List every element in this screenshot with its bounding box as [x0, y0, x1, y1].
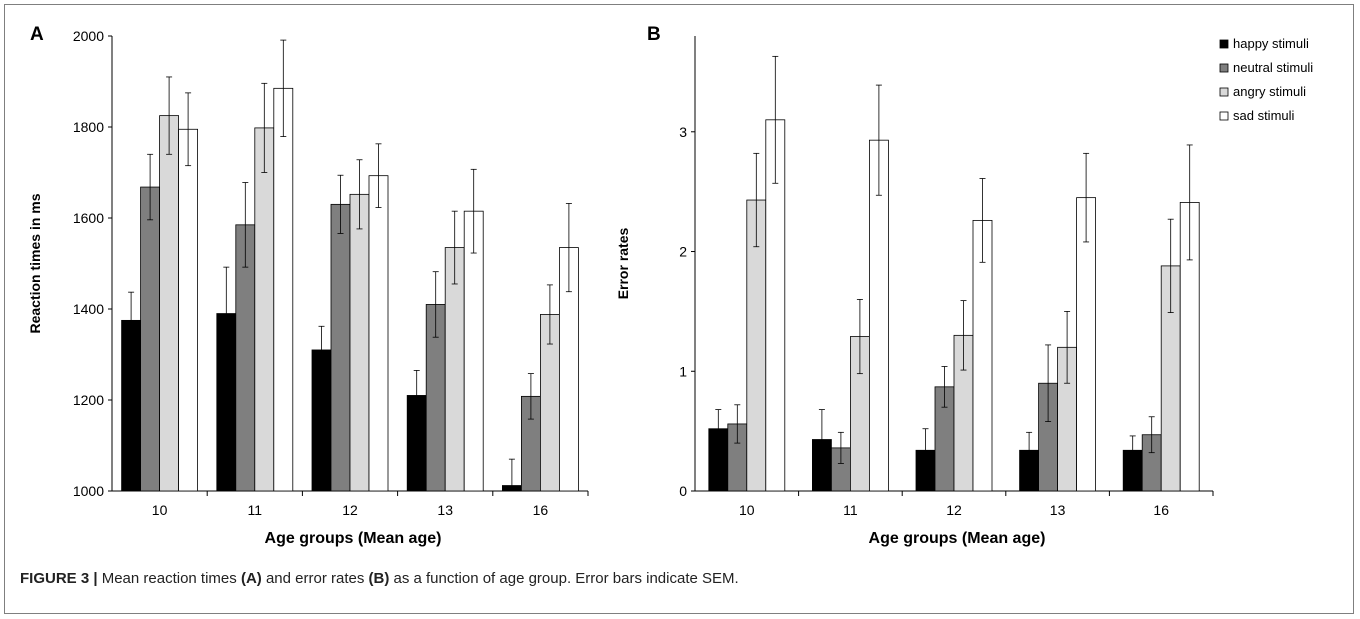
- legend-swatch-angry-stimuli: [1219, 87, 1229, 97]
- panel-b-y-tick-label: 0: [679, 483, 687, 499]
- panel-b-x-label: Age groups (Mean age): [869, 530, 1046, 547]
- legend-swatch-happy-stimuli: [1219, 39, 1229, 49]
- panel-a-chart: A 1000 1200 1400 1600 1800 2000 Reaction times …: [27, 24, 589, 547]
- panel-b-x-tick-label: 11: [843, 502, 858, 518]
- caption-text-2: and error rates: [261, 570, 369, 587]
- figure-caption: FIGURE 3 | Mean reaction times (A) and e…: [20, 570, 739, 587]
- panel-a-x-tick-label: 16: [533, 502, 549, 518]
- panel-a-y-tick-label: 1600: [73, 210, 104, 226]
- caption-text-1: Mean reaction times: [97, 570, 241, 587]
- figure-frame: [4, 4, 1354, 614]
- caption-figure-label: FIGURE 3 |: [20, 570, 98, 587]
- panel-b-letter: B: [647, 24, 661, 45]
- panel-b-x-tick-label: 13: [1050, 502, 1066, 518]
- panel-b-x-tick-label: 10: [739, 502, 755, 518]
- panel-a-x-tick-label: 12: [342, 502, 358, 518]
- panel-a-y-tick-label: 1800: [73, 119, 104, 135]
- panel-a-bar-sad-stimuli-10: [178, 128, 199, 492]
- legend: happy stimuli neutral stimuli angry stimul…: [1219, 36, 1313, 123]
- panel-a-x-tick-label: 10: [152, 502, 168, 518]
- caption-ref-b: (B): [368, 570, 390, 587]
- panel-a-bar-angry-stimuli-10: [159, 115, 180, 492]
- legend-label-angry-stimuli: angry stimuli: [1233, 84, 1306, 99]
- panel-a-bar-angry-stimuli-11: [254, 127, 275, 492]
- panel-a-x-tick-label: 13: [437, 502, 453, 518]
- panel-a-letter: A: [30, 24, 44, 45]
- panel-b-y-tick-label: 2: [679, 244, 687, 260]
- panel-b-y-label: Error rates: [615, 227, 631, 299]
- panel-a-bar-sad-stimuli-12: [368, 175, 389, 492]
- figure-charts: A 1000 1200 1400 1600 1800 2000 Reaction times …: [27, 24, 1313, 547]
- legend-swatch-sad-stimuli: [1219, 111, 1229, 121]
- panel-b-x-tick-label: 12: [946, 502, 962, 518]
- panel-b-y-tick-label: 3: [679, 124, 687, 140]
- legend-swatch-neutral-stimuli: [1219, 63, 1229, 73]
- panel-a-bar-angry-stimuli-12: [349, 193, 370, 492]
- panel-a-bar-sad-stimuli-11: [273, 87, 294, 492]
- panel-a-y-tick-label: 1200: [73, 392, 104, 408]
- legend-label-neutral-stimuli: neutral stimuli: [1233, 60, 1313, 75]
- panel-a-y-tick-label: 1400: [73, 301, 104, 317]
- panel-a-bar-neutral-stimuli-10: [140, 186, 161, 492]
- panel-a-y-label: Reaction times in ms: [27, 193, 43, 333]
- caption-text-3: as a function of age group. Error bars i…: [389, 570, 739, 587]
- panel-a-x-tick-label: 11: [248, 502, 263, 518]
- panel-a-y-tick-label: 2000: [73, 28, 104, 44]
- panel-a-x-label: Age groups (Mean age): [265, 530, 442, 547]
- legend-label-sad-stimuli: sad stimuli: [1233, 108, 1295, 123]
- panel-a-bar-neutral-stimuli-12: [330, 203, 351, 492]
- legend-label-happy-stimuli: happy stimuli: [1233, 36, 1309, 51]
- panel-b-x-tick-label: 16: [1153, 502, 1169, 518]
- panel-a-y-tick-label: 1000: [73, 483, 104, 499]
- caption-ref-a: (A): [240, 570, 262, 587]
- panel-b-y-tick-label: 1: [679, 363, 687, 379]
